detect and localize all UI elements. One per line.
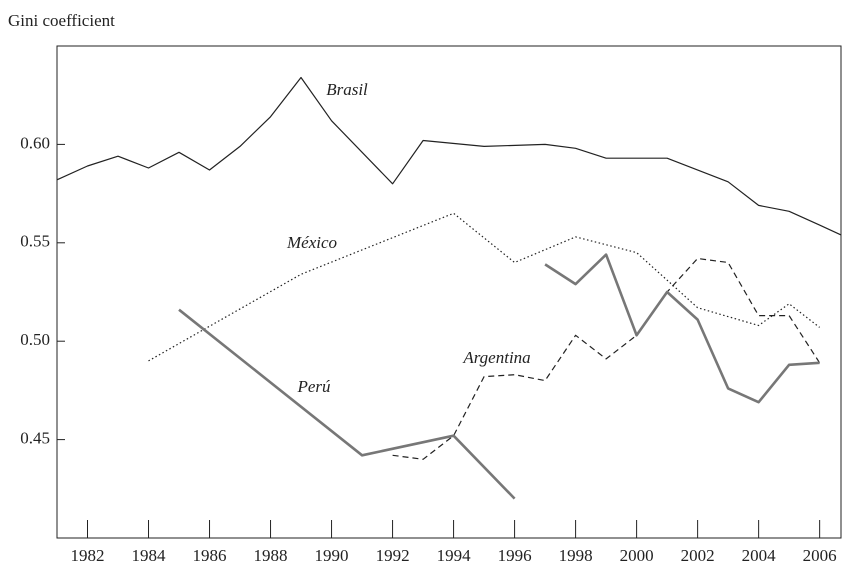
series-label: Perú: [296, 377, 330, 396]
series-line: [178, 253, 820, 500]
series-label: Brasil: [326, 80, 368, 99]
series-line: [392, 257, 821, 460]
plot-frame: [56, 45, 842, 539]
x-tick-label: 1988: [254, 546, 288, 565]
x-tick-label: 2004: [742, 546, 777, 565]
x-tick-label: 1990: [315, 546, 349, 565]
x-tick-label: 2006: [803, 546, 837, 565]
x-tick-label: 1992: [376, 546, 410, 565]
x-tick-label: 1984: [132, 546, 167, 565]
series-label: México: [286, 233, 337, 252]
y-tick-label: 0.60: [20, 133, 50, 152]
x-tick-label: 1986: [193, 546, 227, 565]
series-line: [56, 76, 842, 236]
x-tick-label: 2002: [681, 546, 715, 565]
y-tick-label: 0.55: [20, 232, 50, 251]
x-tick-label: 1982: [71, 546, 105, 565]
y-axis-label: Gini coefficient: [8, 11, 115, 30]
y-tick-label: 0.45: [20, 429, 50, 448]
x-tick-label: 1994: [437, 546, 472, 565]
x-tick-label: 1998: [559, 546, 593, 565]
series-label: Argentina: [462, 348, 530, 367]
x-tick-label: 2000: [620, 546, 654, 565]
series-line: [148, 212, 820, 362]
y-tick-label: 0.50: [20, 330, 50, 349]
x-tick-label: 1996: [498, 546, 532, 565]
